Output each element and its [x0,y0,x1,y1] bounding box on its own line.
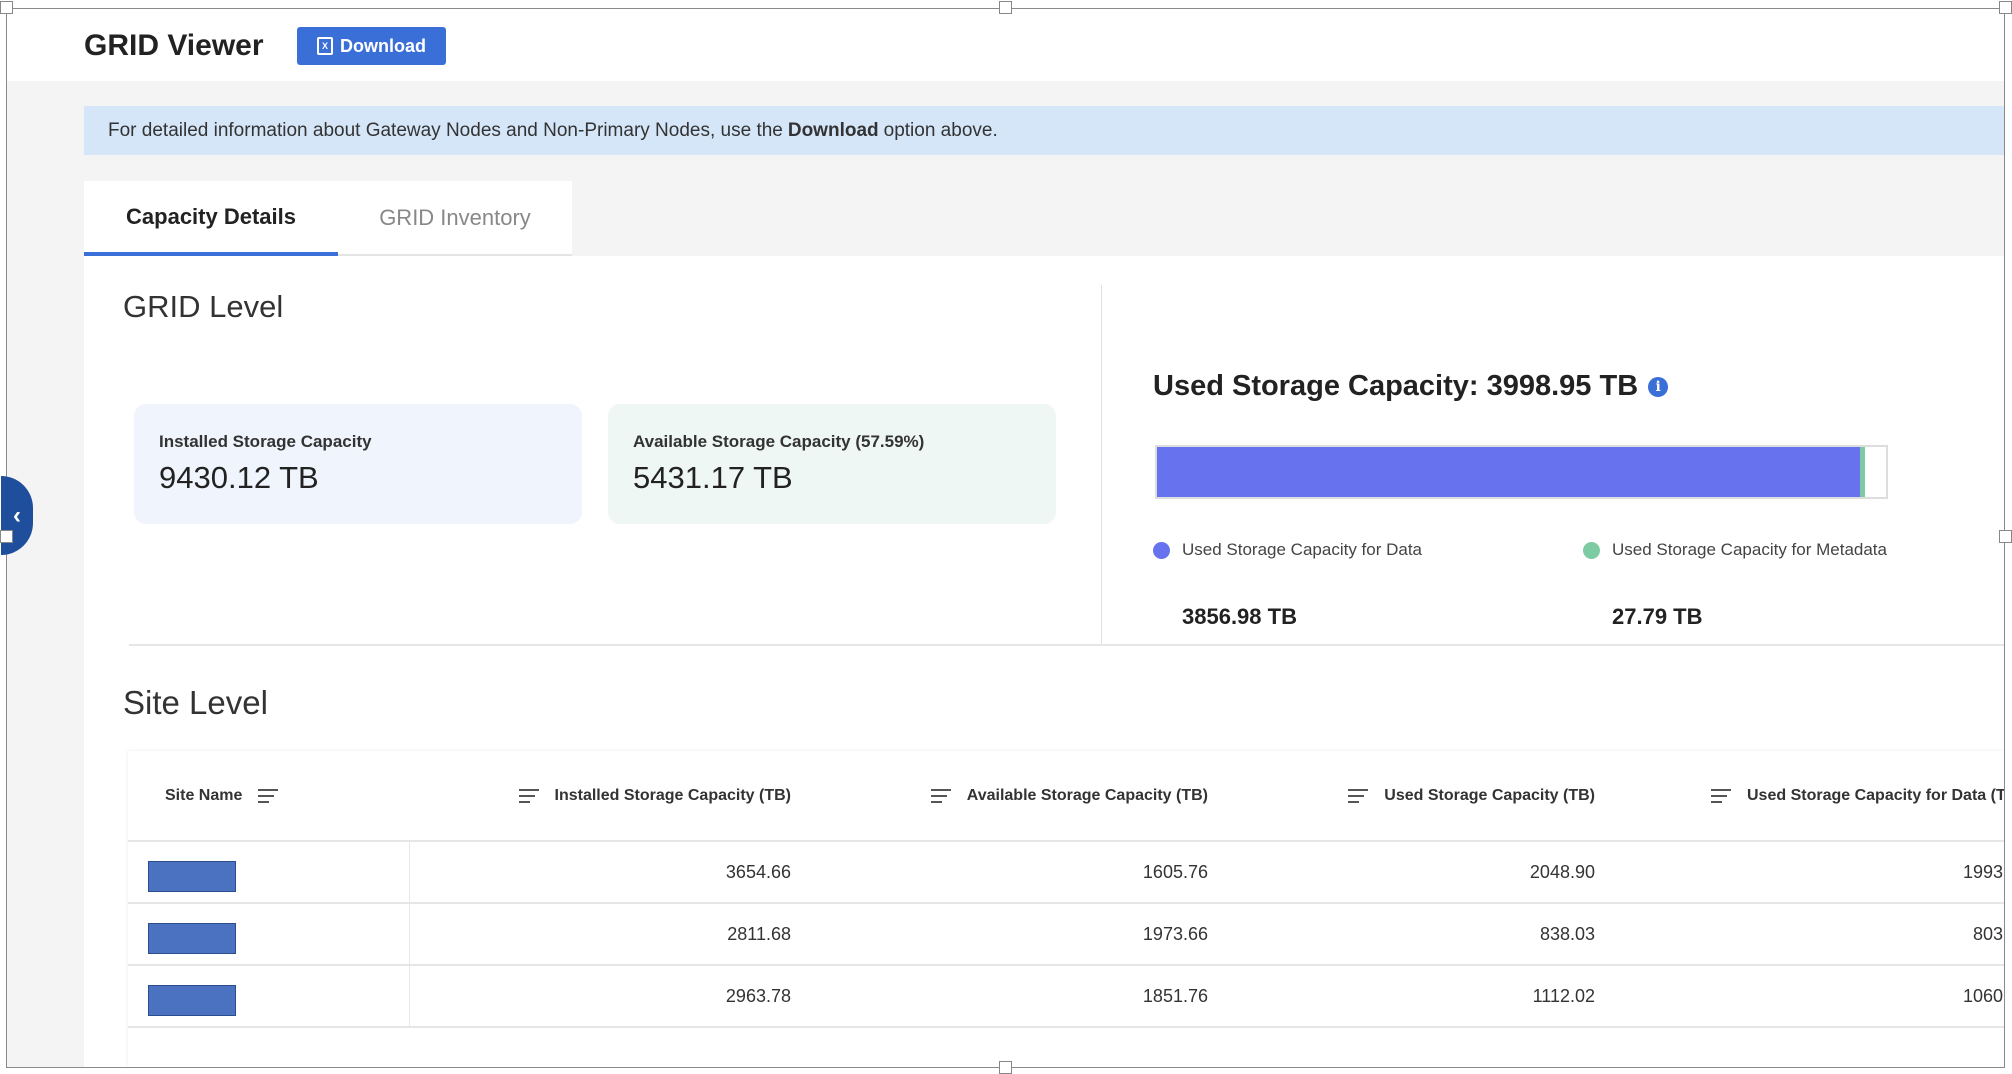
cell-used-data: 803 [1973,923,2004,944]
section-divider [129,644,2004,646]
app-window: GRID Viewer X Download For detailed info… [6,8,2005,1068]
vertical-divider [1101,285,1102,644]
redacted-site-name [148,985,236,1016]
site-table: Site Name Installed Storage Capacity (TB… [128,751,2004,1067]
header-bar: GRID Viewer X Download [7,9,2004,81]
bar-segment-metadata [1860,447,1866,497]
legend-label-data: Used Storage Capacity for Data [1182,540,1423,559]
resize-handle[interactable] [0,1,13,14]
download-label: Download [340,35,426,56]
column-label: Available Storage Capacity (TB) [966,786,1208,804]
sort-icon[interactable] [518,788,539,803]
used-capacity-title: Used Storage Capacity: 3998.95 TB i [1153,370,1669,403]
column-header-used-data[interactable]: Used Storage Capacity for Data (TB) [1711,751,2004,840]
cell-used: 838.03 [1539,923,1595,944]
column-divider [409,966,410,1026]
banner-text: For detailed information about Gateway N… [108,119,783,141]
column-header-used[interactable]: Used Storage Capacity (TB) [1348,751,1595,840]
legend-metadata: Used Storage Capacity for Metadata [1583,540,1887,560]
bar-segment-data [1157,447,1861,497]
banner-bold-text: Download [787,119,879,141]
available-value: 5431.17 TB [633,460,793,495]
column-header-site-name[interactable]: Site Name [165,751,279,840]
cell-installed: 3654.66 [725,861,791,882]
resize-handle[interactable] [1999,1,2012,14]
legend-label-metadata: Used Storage Capacity for Metadata [1612,540,1887,559]
column-label: Used Storage Capacity for Data (TB) [1747,786,2004,804]
table-row[interactable]: 3654.66 1605.76 2048.90 1993 [128,840,2004,902]
cell-installed: 2963.78 [725,985,791,1006]
sort-icon[interactable] [258,788,279,803]
tab-capacity-details[interactable]: Capacity Details [84,181,338,256]
resize-handle[interactable] [0,530,13,543]
legend-dot-metadata [1583,541,1600,559]
sort-icon[interactable] [1711,788,1731,803]
chevron-left-icon: ‹ [13,501,21,529]
available-label: Available Storage Capacity (57.59%) [633,432,925,451]
sort-icon[interactable] [1348,788,1369,803]
cell-used-data: 1060 [1963,985,2004,1006]
column-label: Used Storage Capacity (TB) [1384,786,1595,804]
resize-handle[interactable] [1999,530,2012,543]
cell-used-data: 1993 [1963,861,2004,882]
sort-icon[interactable] [930,788,951,803]
available-capacity-card: Available Storage Capacity (57.59%) 5431… [608,404,1056,524]
cell-available: 1973.66 [1142,923,1208,944]
used-capacity-title-text: Used Storage Capacity: 3998.95 TB [1153,370,1639,402]
legend-dot-data [1153,541,1170,559]
grid-level-heading: GRID Level [123,289,284,324]
column-label: Site Name [165,786,243,804]
cell-used: 1112.02 [1532,985,1595,1006]
column-header-installed[interactable]: Installed Storage Capacity (TB) [518,751,792,840]
metadata-value: 27.79 TB [1612,604,1703,629]
column-divider [409,904,410,964]
table-bottom-border [128,1026,2004,1028]
tab-grid-inventory[interactable]: GRID Inventory [338,181,572,256]
capacity-panel: GRID Level Installed Storage Capacity 94… [84,256,2004,1067]
redacted-site-name [148,861,236,892]
cell-available: 1605.76 [1142,861,1208,882]
table-row[interactable]: 2963.78 1851.76 1112.02 1060 [128,964,2004,1026]
column-divider [409,842,410,902]
cell-available: 1851.76 [1142,985,1208,1006]
info-icon[interactable]: i [1648,376,1669,397]
banner-text-end: option above. [883,119,998,141]
resize-handle[interactable] [999,1061,1012,1074]
cell-used: 2048.90 [1529,861,1595,882]
info-banner: For detailed information about Gateway N… [84,106,2004,155]
legend-data: Used Storage Capacity for Data [1153,540,1422,560]
site-level-heading: Site Level [123,684,268,721]
tab-bar: Capacity Details GRID Inventory [84,181,572,256]
column-header-available[interactable]: Available Storage Capacity (TB) [930,751,1208,840]
excel-file-icon: X [317,37,333,55]
installed-value: 9430.12 TB [159,460,319,495]
download-button[interactable]: X Download [297,27,446,65]
page-title: GRID Viewer [84,29,264,62]
installed-capacity-card: Installed Storage Capacity 9430.12 TB [134,404,582,524]
table-row[interactable]: 2811.68 1973.66 838.03 803 [128,902,2004,964]
used-capacity-bar [1155,445,1888,499]
resize-handle[interactable] [999,1,1012,14]
column-label: Installed Storage Capacity (TB) [554,786,792,804]
cell-installed: 2811.68 [727,923,791,944]
installed-label: Installed Storage Capacity [159,432,372,451]
data-value: 3856.98 TB [1182,604,1297,629]
redacted-site-name [148,923,236,954]
